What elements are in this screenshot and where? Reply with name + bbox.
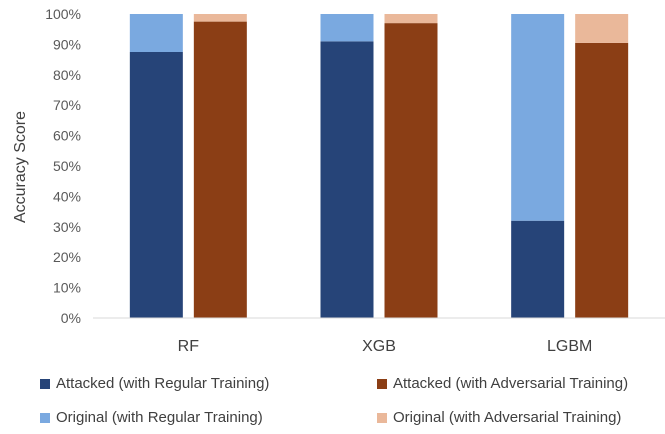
legend: Attacked (with Regular Training) Attacke… — [0, 368, 665, 434]
bar-segment — [193, 21, 247, 318]
y-tick-label: 90% — [53, 36, 81, 52]
bar-segment — [129, 14, 183, 52]
y-tick-label: 80% — [53, 67, 81, 83]
y-tick-label: 40% — [53, 188, 81, 204]
bar-segment — [575, 42, 629, 318]
y-tick-label: 60% — [53, 128, 81, 144]
y-tick-labels: 0% 10% 20% 30% 40% 50% 60% 70% 80% 90% 100% — [45, 6, 81, 326]
category-label: XGB — [362, 338, 396, 355]
legend-swatch — [377, 412, 387, 423]
y-tick-label: 10% — [53, 280, 81, 296]
bar-segment — [320, 14, 374, 42]
y-tick-label: 0% — [61, 310, 81, 326]
legend-label: Original (with Adversarial Training) — [393, 409, 622, 426]
y-tick-label: 50% — [53, 158, 81, 174]
bar-segment — [193, 14, 247, 22]
legend-swatch — [40, 412, 50, 423]
legend-swatch — [377, 378, 387, 389]
bar-segment — [384, 14, 438, 24]
bar-segment — [575, 14, 629, 43]
legend-item-attacked-regular: Attacked (with Regular Training) — [40, 375, 269, 392]
y-tick-label: 100% — [45, 6, 81, 22]
bar-segment — [384, 23, 438, 319]
y-tick-label: 20% — [53, 249, 81, 265]
bar-segment — [129, 52, 183, 318]
y-tick-label: 30% — [53, 219, 81, 235]
y-tick-label: 70% — [53, 97, 81, 113]
category-label: RF — [178, 338, 200, 355]
legend-item-original-adversarial: Original (with Adversarial Training) — [377, 409, 621, 426]
legend-label: Attacked (with Adversarial Training) — [393, 375, 629, 392]
legend-label: Attacked (with Regular Training) — [56, 375, 270, 392]
category-labels: RF XGB LGBM — [178, 338, 593, 355]
legend-label: Original (with Regular Training) — [56, 409, 263, 426]
category-label: LGBM — [547, 338, 592, 355]
legend-swatch — [40, 378, 50, 389]
stacked-bar-chart: Accuracy Score 0% 10% 20% 30% 40% 50% 60% 70% 80… — [12, 6, 665, 355]
bar-segment — [511, 14, 565, 221]
bar-segment — [511, 220, 565, 318]
bars — [129, 14, 629, 319]
y-axis-label: Accuracy Score — [12, 111, 29, 223]
bar-segment — [320, 41, 374, 319]
legend-item-attacked-adversarial: Attacked (with Adversarial Training) — [377, 375, 628, 392]
legend-item-original-regular: Original (with Regular Training) — [40, 409, 263, 426]
